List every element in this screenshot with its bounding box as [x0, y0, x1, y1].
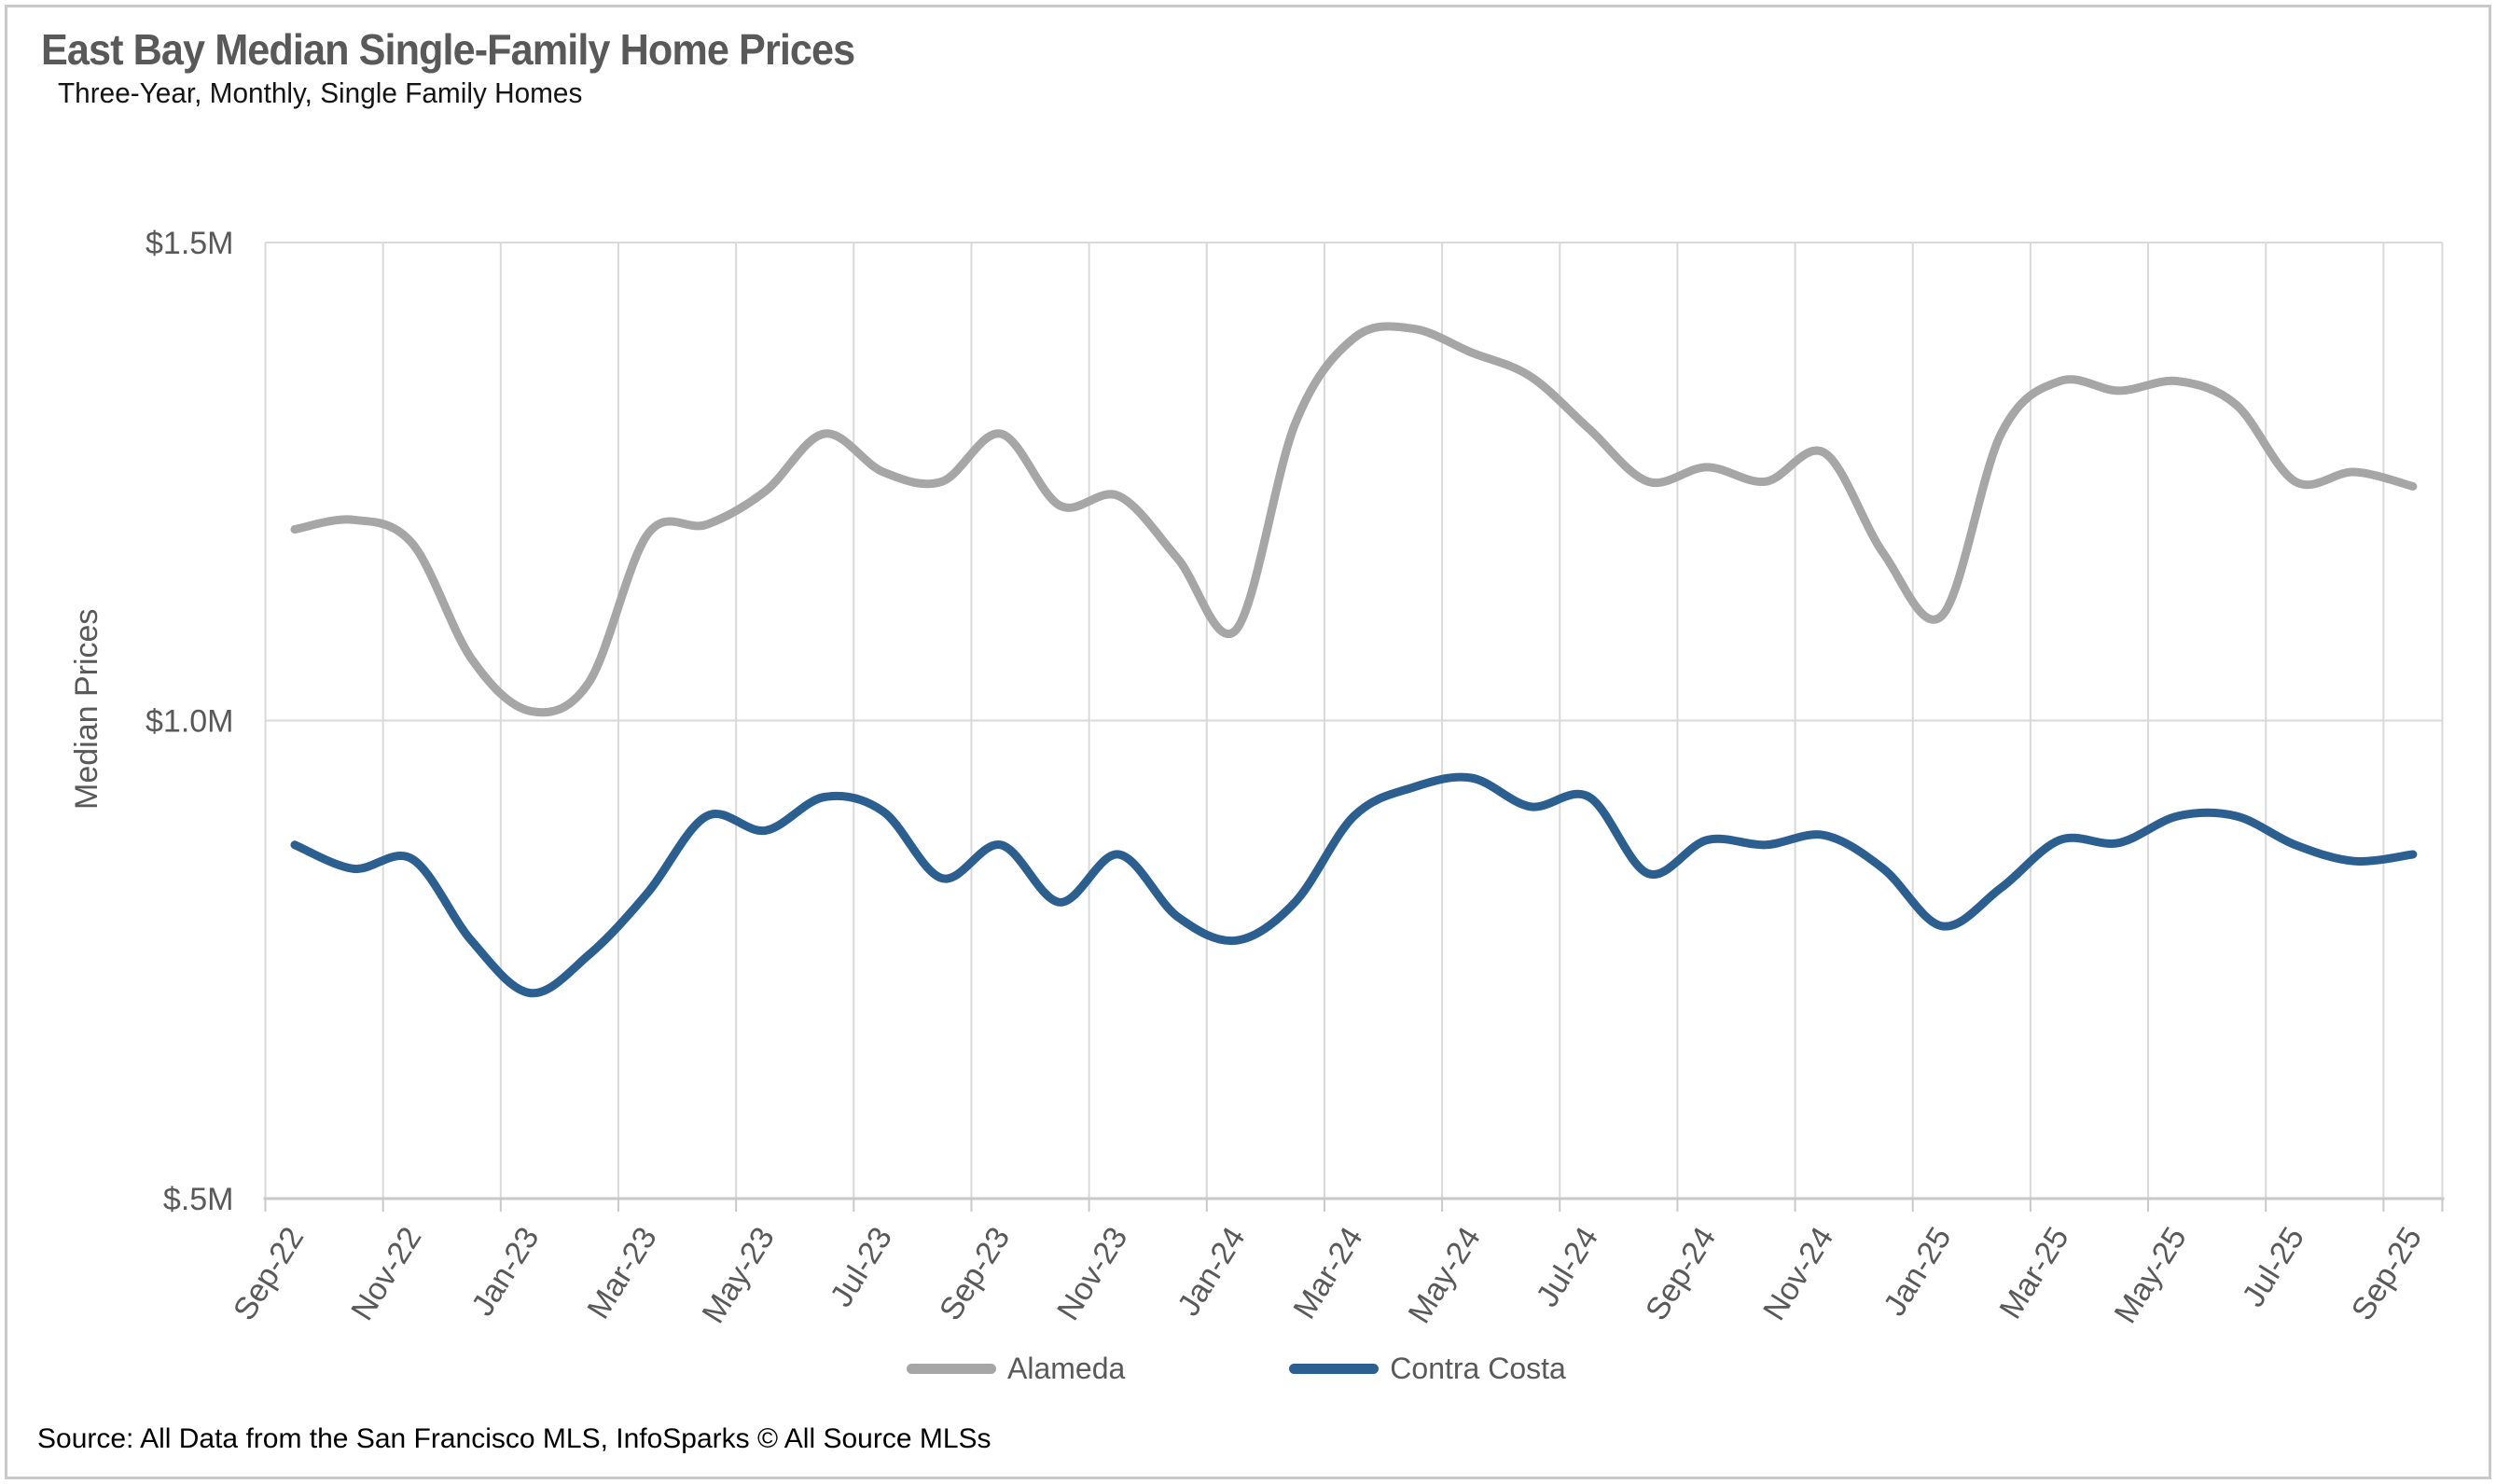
- y-tick-label-$.5M: $.5M: [163, 1182, 234, 1217]
- contra-costa-line-swatch: [1289, 1364, 1380, 1374]
- legend-item-alameda: Alameda: [907, 1352, 1125, 1386]
- y-tick-label-$1.5M: $1.5M: [146, 226, 234, 261]
- chart-subtitle: Three-Year, Monthly, Single Family Homes: [58, 76, 583, 109]
- x-tick-label-Sep-24: Sep-24: [1639, 1221, 1723, 1326]
- x-tick-label-Jul-24: Jul-24: [1530, 1221, 1605, 1313]
- legend: Alameda Contra Costa: [907, 1352, 1566, 1386]
- x-tick-label-Sep-23: Sep-23: [933, 1221, 1017, 1326]
- legend-item-contra-costa: Contra Costa: [1289, 1352, 1566, 1386]
- y-tick-label-$1.0M: $1.0M: [146, 704, 234, 740]
- x-tick-label-Jan-23: Jan-23: [465, 1221, 546, 1322]
- source-note: Source: All Data from the San Francisco …: [37, 1423, 991, 1454]
- x-tick-label-Mar-24: Mar-24: [1286, 1221, 1369, 1325]
- series-line-alameda: [290, 322, 2418, 717]
- x-tick-label-Nov-22: Nov-22: [344, 1221, 428, 1326]
- x-tick-label-Sep-22: Sep-22: [227, 1221, 311, 1326]
- x-tick-label-Sep-25: Sep-25: [2345, 1221, 2429, 1326]
- x-tick-label-Mar-23: Mar-23: [580, 1221, 663, 1325]
- x-tick-label-Nov-23: Nov-23: [1050, 1221, 1134, 1326]
- x-tick-label-Jul-25: Jul-25: [2236, 1221, 2311, 1313]
- x-tick-label-Jan-24: Jan-24: [1171, 1221, 1252, 1322]
- legend-label-contra-costa: Contra Costa: [1390, 1352, 1566, 1385]
- chart-title: East Bay Median Single-Family Home Price…: [41, 25, 855, 74]
- x-tick-label-Mar-25: Mar-25: [1992, 1221, 2075, 1325]
- legend-label-alameda: Alameda: [1007, 1352, 1126, 1385]
- x-tick-label-May-23: May-23: [696, 1221, 782, 1329]
- x-tick-label-Jul-23: Jul-23: [824, 1221, 899, 1313]
- x-tick-label-Jan-25: Jan-25: [1877, 1221, 1958, 1322]
- x-tick-label-May-24: May-24: [1402, 1221, 1488, 1329]
- alameda-line-swatch: [907, 1364, 996, 1374]
- x-tick-label-Nov-24: Nov-24: [1756, 1221, 1840, 1326]
- x-tick-label-May-25: May-25: [2108, 1221, 2194, 1329]
- series-line-contra-costa: [290, 772, 2418, 998]
